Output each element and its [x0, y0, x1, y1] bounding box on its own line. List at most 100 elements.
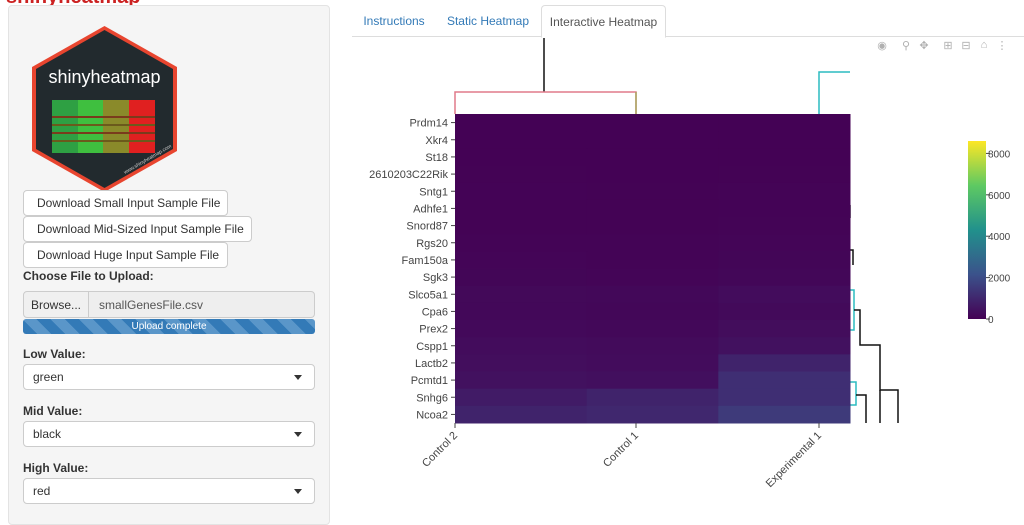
heatmap-cell[interactable]	[718, 268, 851, 287]
heatmap-cell[interactable]	[455, 337, 588, 355]
column-dendrogram	[454, 38, 850, 114]
file-upload: Browse... smallGenesFile.csv	[23, 291, 315, 318]
heatmap-cell[interactable]	[718, 388, 851, 407]
heatmap-cell[interactable]	[718, 371, 851, 390]
heatmap-cell[interactable]	[718, 131, 851, 149]
heatmap-cell[interactable]	[455, 182, 588, 201]
colorbar-tick-label: 0	[988, 315, 994, 326]
zoom-icon[interactable]: ⚲	[901, 39, 911, 52]
download-small-button[interactable]: Download Small Input Sample File	[23, 190, 228, 216]
column-label: Experimental 1	[764, 430, 824, 490]
heatmap-cell[interactable]	[586, 148, 719, 166]
heatmap-cell[interactable]	[455, 234, 588, 252]
heatmap-cell[interactable]	[718, 285, 851, 304]
heatmap-cell[interactable]	[718, 405, 851, 424]
zoom-out-icon[interactable]: ⊟	[961, 39, 971, 52]
heatmap-cell[interactable]	[718, 251, 851, 269]
download-small-label: Download Small Input Sample File	[37, 196, 221, 210]
heatmap-cell[interactable]	[455, 114, 588, 132]
interactive-heatmap-plot: Prdm14 Xkr4 St18 2610203C22Rik Sntg1 Adhfe1 Sn…	[369, 38, 1011, 490]
row-labels: Prdm14 Xkr4 St18 2610203C22Rik Sntg1 Adhfe1 Sn…	[369, 118, 455, 421]
row-label: Adhfe1	[413, 203, 448, 215]
heatmap-cell[interactable]	[718, 217, 851, 235]
heatmap-cell[interactable]	[455, 320, 588, 338]
heatmap-cell[interactable]	[586, 234, 719, 252]
heatmap-cell[interactable]	[455, 165, 588, 184]
heatmap-cell[interactable]	[586, 388, 719, 407]
row-label: Ncoa2	[416, 409, 448, 421]
colorbar-tick-label: 4000	[988, 232, 1011, 243]
chevron-down-icon	[294, 375, 302, 380]
heatmap-cell[interactable]	[455, 354, 588, 372]
chevron-down-icon	[294, 432, 302, 437]
heatmap-cell[interactable]	[586, 302, 719, 321]
colorbar-tick-label: 8000	[988, 149, 1011, 160]
browse-button[interactable]: Browse...	[23, 291, 89, 318]
row-label: Lactb2	[415, 358, 448, 370]
heatmap-cell[interactable]	[586, 114, 719, 132]
heatmap-cell[interactable]	[718, 337, 851, 355]
row-label: Cspp1	[416, 341, 448, 353]
heatmap-cell[interactable]	[718, 182, 851, 201]
heatmap-cell[interactable]	[718, 165, 851, 184]
heatmap-cell[interactable]	[718, 302, 851, 321]
heatmap-cell[interactable]	[455, 388, 588, 407]
heatmap-cell[interactable]	[718, 199, 851, 218]
low-value-select[interactable]: green	[23, 364, 315, 390]
heatmap-cell[interactable]	[586, 354, 719, 372]
download-mid-button[interactable]: Download Mid-Sized Input Sample File	[23, 216, 252, 242]
mid-value-select[interactable]: black	[23, 421, 315, 447]
heatmap-cell[interactable]	[586, 165, 719, 184]
heatmap-cell[interactable]	[455, 199, 588, 218]
heatmap-cell[interactable]	[455, 405, 588, 424]
hover-compare-icon[interactable]: ⋮	[996, 39, 1008, 52]
reset-axes-icon[interactable]: ⌂	[980, 39, 988, 51]
heatmap-cell[interactable]	[718, 234, 851, 252]
upload-label: Choose File to Upload:	[23, 269, 154, 283]
heatmap-cell[interactable]	[586, 251, 719, 269]
mid-value-selected: black	[33, 427, 62, 441]
heatmap-cell[interactable]	[586, 217, 719, 235]
heatmap-cell[interactable]	[455, 285, 588, 304]
heatmap-cell[interactable]	[718, 320, 851, 338]
row-label: Slco5a1	[408, 289, 448, 301]
download-huge-button[interactable]: Download Huge Input Sample File	[23, 242, 228, 268]
row-label: Rgs20	[416, 238, 448, 250]
heatmap-cell[interactable]	[586, 320, 719, 338]
heatmap-cell[interactable]	[586, 268, 719, 287]
download-mid-label: Download Mid-Sized Input Sample File	[37, 222, 244, 236]
heatmap-cell[interactable]	[586, 371, 719, 390]
column-labels: Control 2 Control 1 Experimental 1	[420, 423, 824, 490]
heatmap-cell[interactable]	[455, 131, 588, 149]
heatmap-cell[interactable]	[586, 285, 719, 304]
heatmap-cell[interactable]	[718, 114, 851, 132]
tab-static-heatmap[interactable]: Static Heatmap	[446, 14, 530, 28]
plot-modebar: ◉ ⚲ ✥ ⊞ ⊟ ⌂ ⋮	[875, 39, 1009, 53]
heatmap-cell[interactable]	[586, 131, 719, 149]
colorbar-tick-label: 2000	[988, 274, 1011, 285]
heatmap-cell[interactable]	[718, 148, 851, 166]
tab-interactive-heatmap[interactable]: Interactive Heatmap	[541, 5, 666, 38]
camera-icon[interactable]: ◉	[877, 39, 887, 52]
download-huge-label: Download Huge Input Sample File	[37, 248, 220, 262]
heatmap-cell[interactable]	[718, 354, 851, 372]
heatmap-cell[interactable]	[586, 199, 719, 218]
zoom-in-icon[interactable]: ⊞	[943, 39, 953, 52]
heatmap-cell[interactable]	[455, 302, 588, 321]
heatmap-cell[interactable]	[455, 251, 588, 269]
tab-instructions[interactable]: Instructions	[363, 14, 425, 28]
file-name-field[interactable]: smallGenesFile.csv	[89, 291, 315, 318]
row-label: Pcmtd1	[411, 375, 448, 387]
chevron-down-icon	[294, 489, 302, 494]
pan-icon[interactable]: ✥	[919, 39, 929, 52]
heatmap-cell[interactable]	[455, 371, 588, 390]
heatmap-cells[interactable]	[455, 114, 851, 424]
heatmap-cell[interactable]	[455, 268, 588, 287]
heatmap-cell[interactable]	[586, 405, 719, 424]
heatmap-cell[interactable]	[455, 217, 588, 235]
heatmap-cell[interactable]	[586, 337, 719, 355]
heatmap-cell[interactable]	[586, 182, 719, 201]
app-title: shinyheatmap	[0, 0, 330, 6]
high-value-select[interactable]: red	[23, 478, 315, 504]
heatmap-cell[interactable]	[455, 148, 588, 166]
